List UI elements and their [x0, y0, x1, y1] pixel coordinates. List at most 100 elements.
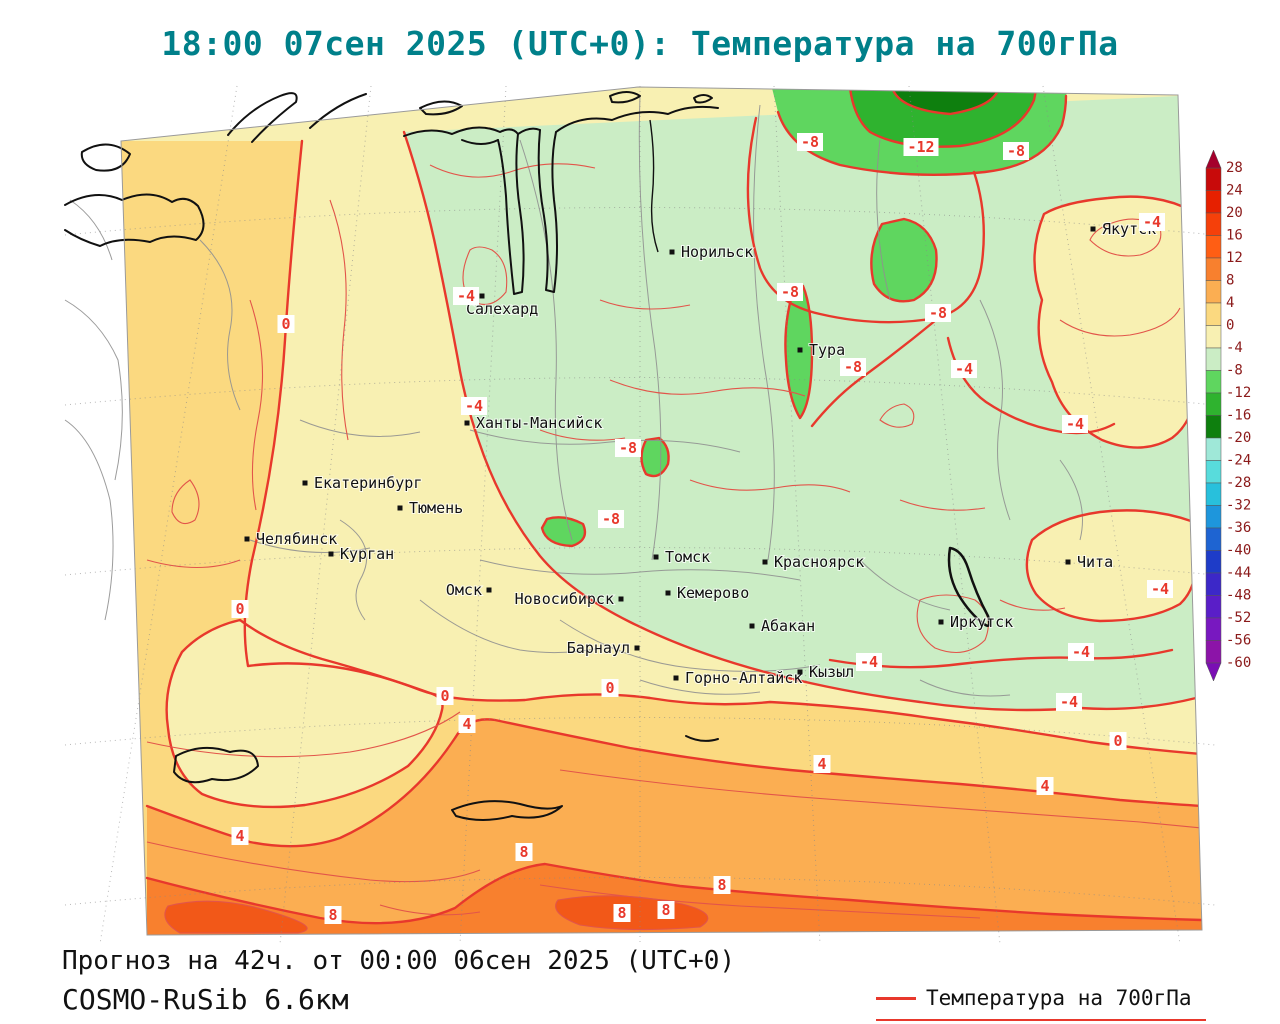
contour-label-bg [925, 304, 951, 322]
colorbar-cell [1205, 505, 1222, 529]
contour-label: -8 [801, 133, 819, 151]
colorbar-cell [1205, 550, 1222, 574]
city-label: Курган [340, 545, 394, 563]
contour-label: -12 [907, 138, 934, 156]
yamal-coast-inner [461, 139, 499, 145]
colorbar-tick-label: 20 [1226, 205, 1243, 221]
colorbar-cell [1205, 167, 1222, 191]
contour-label-bg [615, 439, 641, 457]
colorbar-tick-label: -60 [1226, 655, 1251, 671]
graticule-layer [64, 85, 1216, 945]
contour-label-bg [324, 906, 342, 924]
contour-label-bg [1056, 693, 1082, 711]
coastline-layer [64, 91, 991, 821]
colorbar-cell [1205, 325, 1222, 349]
yenisei-river [649, 119, 659, 253]
city-marker [938, 619, 944, 625]
colorbar-tick-label: -48 [1226, 588, 1251, 604]
contour-label: 4 [462, 715, 471, 733]
hot-patch-southwest [164, 900, 308, 934]
contour-label: -4 [860, 653, 878, 671]
colorbar-arrow-top [1205, 149, 1222, 169]
colorbar-tick-label: 8 [1226, 273, 1234, 289]
colorbar-tick-label: -20 [1226, 430, 1251, 446]
model-domain-outline [120, 86, 1203, 936]
contour-label: -4 [1066, 415, 1084, 433]
contour-minus4-south-arc [828, 648, 1174, 669]
colorbar-tick-label: -44 [1226, 565, 1251, 581]
contour-label-bg [856, 653, 882, 671]
contour-label: -4 [1151, 580, 1169, 598]
colorbar-tick-label: -8 [1226, 363, 1243, 379]
colorbar-tick-label: 28 [1226, 160, 1243, 176]
city-label: Томск [665, 548, 710, 566]
contour-label: 4 [817, 755, 826, 773]
contour-label: -4 [465, 397, 483, 415]
city-label: Салехард [466, 300, 538, 318]
contour-label-bg [453, 287, 479, 305]
legend: Температура на 700гПа [876, 986, 1206, 1021]
city-label: Горно-Алтайск [685, 669, 802, 687]
contour-label-bg [231, 600, 249, 618]
contour-label-bg [713, 876, 731, 894]
contour-label: -8 [619, 439, 637, 457]
city-marker [464, 420, 470, 426]
contour-label-bg [777, 283, 803, 301]
colorbar-arrow-bottom [1205, 662, 1222, 682]
contour-label-bg [277, 315, 295, 333]
contour-minus4-chita [1025, 509, 1198, 623]
contour-label-bg [1062, 415, 1088, 433]
legend-label: Температура на 700гПа [926, 986, 1192, 1010]
city-marker [1065, 559, 1071, 565]
city-label: Ханты-Мансийск [476, 414, 602, 432]
legend-line-sample [876, 996, 916, 1000]
colorbar-cell [1205, 370, 1222, 394]
colorbar-tick-label: -28 [1226, 475, 1251, 491]
colorbar-cell [1205, 302, 1222, 326]
city-marker [634, 645, 640, 651]
contour-label: 0 [1113, 732, 1122, 750]
arctic-island-1 [419, 100, 463, 116]
colorbar-tick-label: -32 [1226, 498, 1251, 514]
city-label: Барнаул [567, 639, 630, 657]
city-marker [797, 669, 803, 675]
contour-minus8-top [776, 94, 1068, 176]
temperature-fill-layer [121, 87, 1202, 935]
contour-label: -4 [1143, 213, 1161, 231]
contour-4 [145, 718, 1202, 848]
city-label: Красноярск [774, 553, 864, 571]
city-label: Екатеринбург [314, 474, 422, 492]
city-marker [397, 505, 403, 511]
white-sea-island [80, 143, 131, 172]
contour-label-bg [601, 679, 619, 697]
city-marker [673, 675, 679, 681]
city-marker [328, 551, 334, 557]
colorbar-cell [1205, 527, 1222, 551]
colorbar-tick-label: 12 [1226, 250, 1243, 266]
colorbar-tick-label: -16 [1226, 408, 1251, 424]
map-title: 18:00 07сен 2025 (UTC+0): Температура на… [161, 24, 1119, 63]
taz-bay [537, 129, 558, 293]
contour-label-bg [515, 843, 533, 861]
contour-label: 0 [235, 600, 244, 618]
city-marker [302, 480, 308, 486]
city-marker [653, 554, 659, 560]
contour-label: -8 [929, 304, 947, 322]
contour-label: -8 [844, 358, 862, 376]
contour-label-bg [840, 358, 866, 376]
contour-label-bg [458, 715, 476, 733]
colorbar-cell [1205, 460, 1222, 484]
colorbar: 28 24 20 16 12 8 4 0 -4 -8 -12 -16 -20 -24 -28 -32 -36 -4… [1205, 149, 1251, 682]
contour-label: -4 [1060, 693, 1078, 711]
colorbar-cell [1205, 347, 1222, 371]
colorbar-cell [1205, 392, 1222, 416]
city-label: Тюмень [409, 499, 463, 517]
city-label: Омск [446, 581, 482, 599]
contour-label: -4 [1072, 643, 1090, 661]
contour-label: 4 [235, 827, 244, 845]
colorbar-cell [1205, 572, 1222, 596]
arctic-island-2 [609, 91, 641, 104]
city-marker [669, 249, 675, 255]
